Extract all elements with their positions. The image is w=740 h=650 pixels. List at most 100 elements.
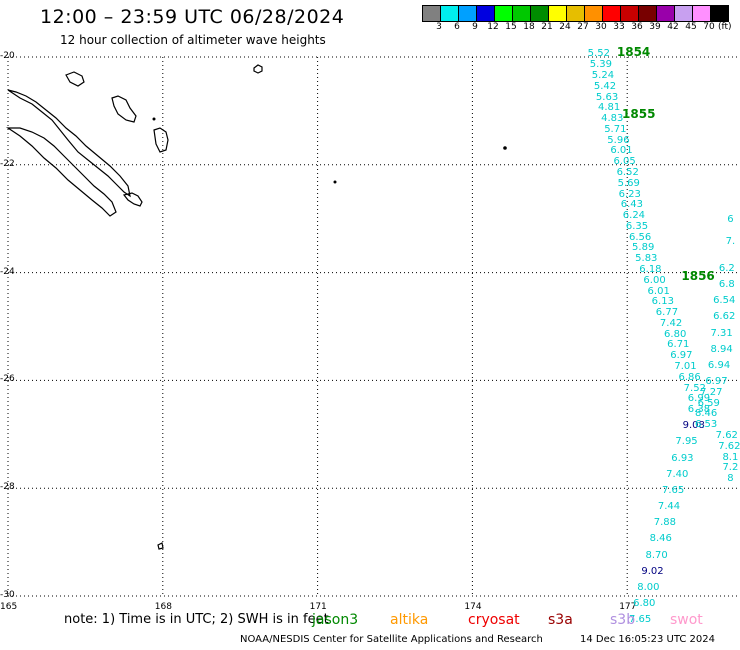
- swh-value: 7.88: [653, 517, 676, 529]
- swh-value: 4.81: [597, 102, 621, 114]
- satellite-name: s3a: [548, 612, 573, 628]
- map-title: 12:00 – 23:59 UTC 06/28/2024: [40, 6, 345, 28]
- swh-value: 6.97: [705, 376, 728, 388]
- swh-value: 7.65: [661, 484, 685, 496]
- swh-value: 7.52: [683, 382, 706, 394]
- swh-value: 5.42: [593, 80, 617, 92]
- loyalty-islands-ouvea: [153, 127, 169, 153]
- scale-label: 24: [559, 22, 571, 32]
- swh-value: 5.69: [617, 177, 640, 189]
- swh-value: 6.80: [664, 328, 687, 340]
- scale-label: 42: [667, 22, 679, 32]
- latitude-label: -24: [0, 266, 15, 277]
- swh-value: 9.02: [641, 565, 664, 577]
- swh-value: 5.89: [632, 242, 655, 254]
- swh-value: 5.83: [635, 253, 658, 265]
- orbit-rev-label: 1856: [681, 268, 715, 283]
- swh-value: 7.40: [666, 468, 689, 480]
- swh-value: 8.94: [710, 343, 733, 355]
- latitude-label: -20: [0, 51, 15, 61]
- swh-value: 6.8: [718, 279, 735, 291]
- scale-label: 6: [454, 22, 460, 32]
- satellite-name: cryosat: [468, 612, 520, 628]
- loyalty-islands-maré: [111, 95, 137, 123]
- latitude-label: -26: [0, 374, 15, 385]
- swh-value: 7.42: [659, 317, 683, 329]
- swh-value: 6.99: [687, 393, 711, 405]
- footer-note: note: 1) Time is in UTC; 2) SWH is in fe…: [64, 612, 329, 627]
- coastlines: [6, 64, 263, 550]
- scale-swatch: [710, 5, 729, 22]
- scale-label: 12: [487, 22, 499, 32]
- color-scale-labels: 3 6 9 12 15 18 21 24 27 30 33 36 39 42 45 70: [422, 22, 740, 34]
- swh-value: 6.80: [633, 598, 656, 610]
- swh-value: 7.2: [722, 462, 739, 474]
- swh-value: 6.43: [620, 199, 643, 211]
- swh-value: 7.44: [657, 501, 681, 513]
- swh-value: 5.24: [591, 69, 615, 81]
- swh-value: 6.54: [713, 295, 736, 307]
- scale-label: 45: [685, 22, 697, 32]
- latitude-label: -30: [0, 590, 15, 600]
- swh-value: 7.01: [674, 361, 697, 372]
- new-caledonia-outline: [7, 89, 131, 198]
- swh-value: 8.46: [649, 533, 672, 545]
- swh-value: 7.27: [700, 386, 723, 398]
- swh-value: 7.95: [675, 436, 698, 448]
- longitude-label: 174: [464, 602, 482, 612]
- lat-lon-grid: [7, 56, 740, 597]
- scale-label: 3: [436, 22, 442, 32]
- swh-value: 7.31: [710, 327, 733, 339]
- scale-label: 21: [541, 22, 553, 32]
- swh-value: 6.62: [713, 311, 736, 323]
- swh-value: 7.: [725, 235, 736, 247]
- swh-value: 6.86: [678, 371, 701, 383]
- swh-value: 6.13: [651, 296, 674, 308]
- longitude-label: 168: [154, 602, 172, 612]
- point-islands: [152, 117, 507, 184]
- scale-label: 33: [613, 22, 625, 32]
- isle-of-pines-outline: [122, 192, 143, 207]
- swh-value: 6.38: [687, 404, 711, 416]
- swh-value: 7.65: [628, 614, 652, 626]
- swh-value: 7.62: [715, 429, 738, 441]
- swh-value: 8: [727, 473, 734, 485]
- scale-label: 15: [505, 22, 517, 32]
- swh-value: 4.83: [601, 113, 624, 125]
- longitude-label: 177: [619, 602, 637, 612]
- swh-value: 6.77: [655, 307, 679, 319]
- swh-value: 6.59: [697, 397, 720, 409]
- swh-value: 6.53: [695, 419, 718, 431]
- scale-label: 39: [649, 22, 661, 32]
- scale-unit-label: (ft): [718, 22, 732, 32]
- island-point: [333, 180, 337, 184]
- scale-label: 70: [703, 22, 715, 32]
- swh-value: 5.52: [587, 48, 610, 60]
- swh-value: 6.05: [613, 156, 636, 168]
- map-subtitle: 12 hour collection of altimeter wave hei…: [60, 33, 326, 47]
- scale-label: 27: [577, 22, 589, 32]
- swh-value: 6.35: [625, 220, 649, 232]
- swh-value: 6.93: [671, 452, 694, 464]
- swh-value: 6.23: [618, 188, 641, 200]
- satellite-name: swot: [670, 612, 703, 628]
- generated-timestamp: 14 Dec 16:05:23 UTC 2024: [580, 634, 715, 645]
- latitude-label: -28: [0, 482, 15, 493]
- small-island-south: [157, 542, 164, 550]
- swh-value: 6.52: [616, 166, 639, 178]
- walpole-island: [253, 64, 263, 74]
- swh-value: 5.39: [589, 59, 613, 71]
- scale-label: 18: [523, 22, 535, 32]
- swh-value: 6.18: [639, 263, 662, 275]
- swh-value: 6.01: [647, 285, 670, 297]
- longitude-label: 165: [0, 602, 18, 612]
- longitude-label: 171: [309, 602, 327, 612]
- swh-value: 8.70: [645, 549, 668, 561]
- scale-label: 36: [631, 22, 643, 32]
- swh-value: 6.00: [643, 274, 666, 286]
- swh-value: 6.97: [670, 350, 693, 362]
- satellite-name: altika: [390, 612, 429, 628]
- scale-label: 30: [595, 22, 607, 32]
- swh-value: 7.62: [718, 440, 740, 452]
